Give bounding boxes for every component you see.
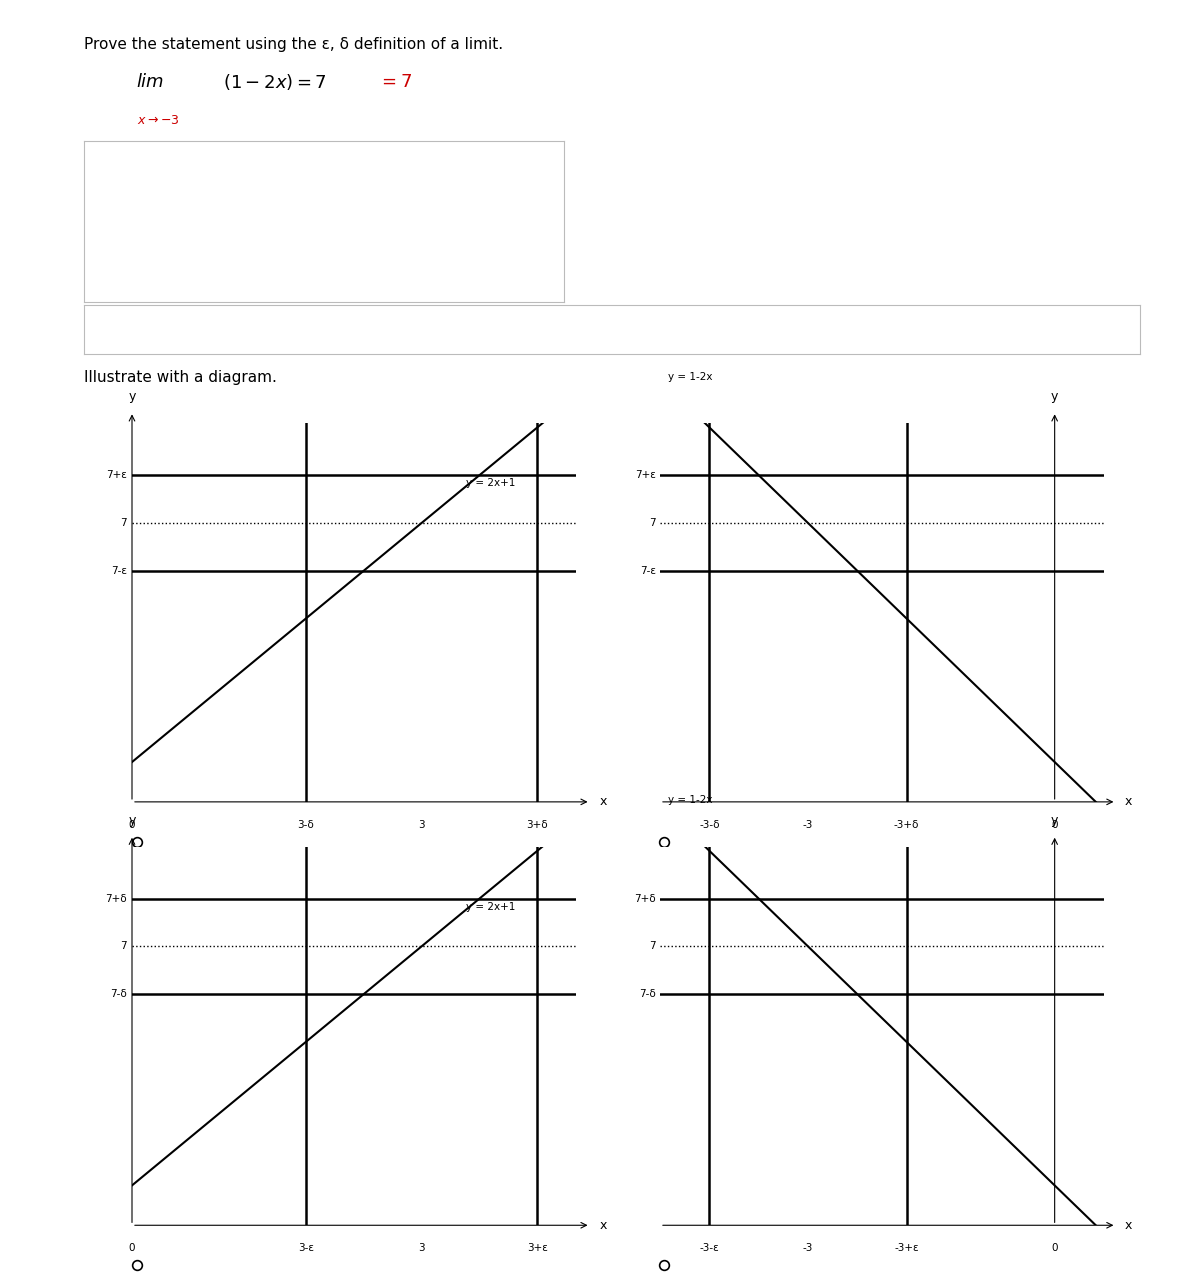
Text: y: y: [1051, 813, 1058, 826]
Text: 7-δ: 7-δ: [640, 989, 656, 999]
Text: 0: 0: [128, 820, 136, 830]
Text: 3: 3: [419, 1243, 425, 1253]
Text: x: x: [600, 795, 607, 808]
Text: 7+δ: 7+δ: [635, 893, 656, 903]
Text: 3+δ: 3+δ: [527, 820, 548, 830]
Text: 7-ε: 7-ε: [112, 566, 127, 576]
Text: 0: 0: [1051, 1243, 1058, 1253]
Text: y: y: [128, 813, 136, 826]
Text: $x\to{-3}$: $x\to{-3}$: [137, 114, 179, 127]
Text: y = 1-2x: y = 1-2x: [668, 795, 713, 804]
Text: 7: 7: [120, 942, 127, 952]
Text: 0: 0: [128, 1243, 136, 1253]
Text: y: y: [128, 390, 136, 403]
Text: -3+ε: -3+ε: [894, 1243, 919, 1253]
Text: -3: -3: [803, 820, 814, 830]
Text: 3-ε: 3-ε: [298, 1243, 313, 1253]
Text: $(1 - 2x) = 7$: $(1 - 2x) = 7$: [223, 72, 326, 92]
Text: 7+δ: 7+δ: [106, 893, 127, 903]
Text: 7-ε: 7-ε: [640, 566, 656, 576]
Text: 0: 0: [1051, 820, 1058, 830]
Text: 7+ε: 7+ε: [635, 470, 656, 480]
Text: 3-δ: 3-δ: [298, 820, 314, 830]
Text: y = 2x+1: y = 2x+1: [466, 479, 515, 489]
Text: 7: 7: [649, 518, 656, 529]
Text: 3: 3: [419, 820, 425, 830]
Text: 3+ε: 3+ε: [527, 1243, 548, 1253]
Text: y: y: [1051, 390, 1058, 403]
Text: y = 1-2x: y = 1-2x: [668, 372, 713, 381]
Text: x: x: [1124, 1219, 1132, 1232]
Text: -3-δ: -3-δ: [700, 820, 720, 830]
Text: -3: -3: [803, 1243, 814, 1253]
Text: x: x: [600, 1219, 607, 1232]
Text: Prove the statement using the ε, δ definition of a limit.: Prove the statement using the ε, δ defin…: [84, 37, 503, 53]
Text: -3-ε: -3-ε: [700, 1243, 719, 1253]
Text: 7+ε: 7+ε: [107, 470, 127, 480]
Text: 7-δ: 7-δ: [110, 989, 127, 999]
Text: y = 2x+1: y = 2x+1: [466, 902, 515, 912]
Text: 7: 7: [120, 518, 127, 529]
Text: Illustrate with a diagram.: Illustrate with a diagram.: [84, 370, 277, 385]
Text: $= 7$: $= 7$: [378, 73, 412, 91]
Text: lim: lim: [137, 73, 164, 91]
Text: -3+δ: -3+δ: [894, 820, 919, 830]
Text: x: x: [1124, 795, 1132, 808]
Text: 7: 7: [649, 942, 656, 952]
